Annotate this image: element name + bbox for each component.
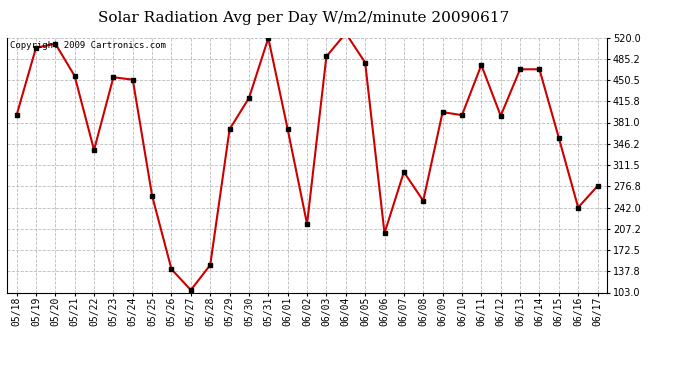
Text: Solar Radiation Avg per Day W/m2/minute 20090617: Solar Radiation Avg per Day W/m2/minute … [98,11,509,25]
Text: Copyright 2009 Cartronics.com: Copyright 2009 Cartronics.com [10,41,166,50]
